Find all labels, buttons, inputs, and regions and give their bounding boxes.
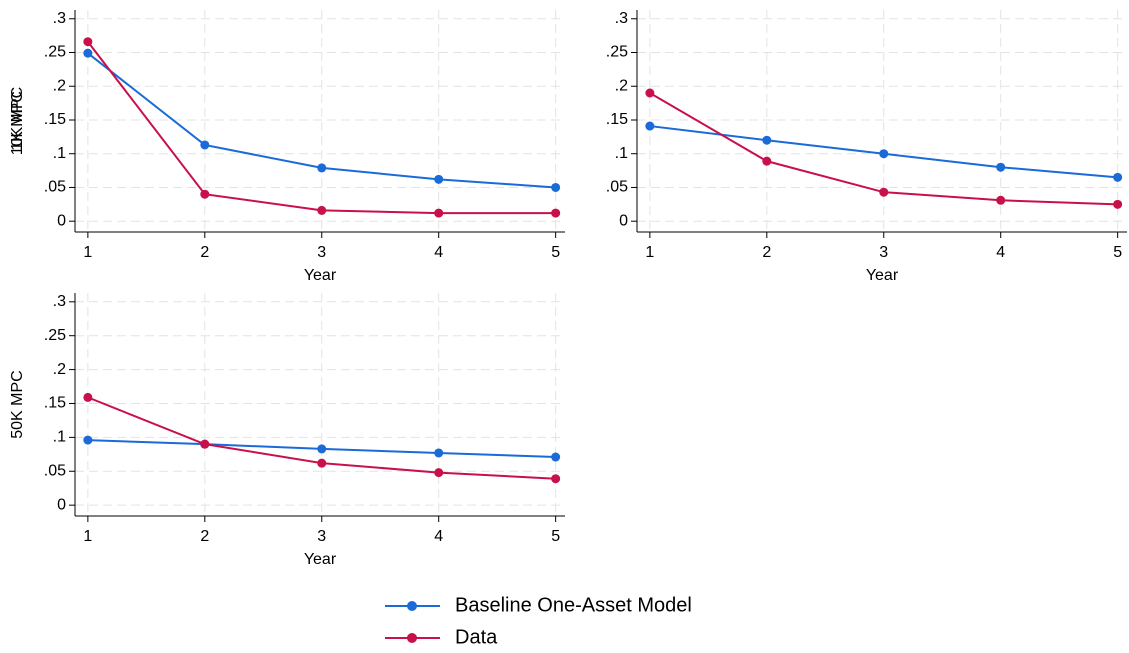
data-point xyxy=(317,444,327,454)
x-tick-label: 2 xyxy=(200,244,209,261)
x-tick-label: 3 xyxy=(317,528,326,545)
x-tick-label: 4 xyxy=(434,244,443,261)
y-tick-label: .05 xyxy=(44,179,66,196)
y-axis-title: 50K MPC xyxy=(9,370,26,438)
y-tick-label: .3 xyxy=(615,10,628,27)
y-tick-label: .25 xyxy=(44,327,66,344)
data-point xyxy=(551,182,561,192)
x-tick-label: 5 xyxy=(551,528,560,545)
data-point xyxy=(200,189,210,199)
data-point xyxy=(200,439,210,449)
data-point xyxy=(317,458,327,468)
y-tick-label: .15 xyxy=(606,111,628,128)
data-point xyxy=(996,162,1006,172)
y-tick-label: .1 xyxy=(53,145,66,162)
data-point xyxy=(1113,172,1123,182)
data-point xyxy=(1113,199,1123,209)
x-tick-label: 2 xyxy=(200,528,209,545)
data-point xyxy=(879,187,889,197)
y-tick-label: .05 xyxy=(44,462,66,479)
y-tick-label: .1 xyxy=(53,429,66,446)
data-point xyxy=(434,448,444,458)
data-point xyxy=(200,140,210,150)
y-axis-title: 1K MPC xyxy=(9,91,26,151)
x-axis-title: Year xyxy=(304,267,337,284)
data-point xyxy=(996,195,1006,205)
y-tick-label: .25 xyxy=(44,44,66,61)
legend-marker xyxy=(407,633,417,643)
x-axis-title: Year xyxy=(304,551,337,568)
y-axis-title: 10K MPC xyxy=(9,87,26,155)
data-point xyxy=(434,174,444,184)
data-point xyxy=(83,37,93,47)
x-tick-label: 4 xyxy=(996,244,1005,261)
x-tick-label: 3 xyxy=(317,244,326,261)
legend-label: Data xyxy=(455,626,498,648)
data-point xyxy=(551,474,561,484)
y-tick-label: .2 xyxy=(615,77,628,94)
data-point xyxy=(762,156,772,166)
y-tick-label: .2 xyxy=(53,77,66,94)
x-tick-label: 4 xyxy=(434,528,443,545)
data-point xyxy=(83,392,93,402)
data-point xyxy=(434,208,444,218)
x-axis-title: Year xyxy=(866,267,899,284)
x-tick-label: 5 xyxy=(1113,244,1122,261)
data-point xyxy=(317,163,327,173)
y-tick-label: .25 xyxy=(606,44,628,61)
y-tick-label: .2 xyxy=(53,361,66,378)
data-point xyxy=(762,135,772,145)
y-tick-label: 0 xyxy=(57,496,66,513)
x-tick-label: 5 xyxy=(551,244,560,261)
y-tick-label: .15 xyxy=(44,111,66,128)
data-point xyxy=(83,48,93,58)
data-point xyxy=(645,121,655,131)
legend-label: Baseline One-Asset Model xyxy=(455,594,692,616)
x-tick-label: 1 xyxy=(83,244,92,261)
y-tick-label: 0 xyxy=(619,212,628,229)
x-tick-label: 1 xyxy=(83,528,92,545)
y-tick-label: .3 xyxy=(53,293,66,310)
data-point xyxy=(551,452,561,462)
x-tick-label: 2 xyxy=(762,244,771,261)
y-tick-label: 0 xyxy=(57,212,66,229)
y-tick-label: .15 xyxy=(44,395,66,412)
data-point xyxy=(645,88,655,98)
data-point xyxy=(317,205,327,215)
y-tick-label: .1 xyxy=(615,145,628,162)
y-tick-label: .05 xyxy=(606,179,628,196)
x-tick-label: 1 xyxy=(645,244,654,261)
legend-marker xyxy=(407,601,417,611)
data-point xyxy=(551,208,561,218)
data-point xyxy=(83,435,93,445)
x-tick-label: 3 xyxy=(879,244,888,261)
data-point xyxy=(434,468,444,478)
data-point xyxy=(879,149,889,159)
y-tick-label: .3 xyxy=(53,10,66,27)
